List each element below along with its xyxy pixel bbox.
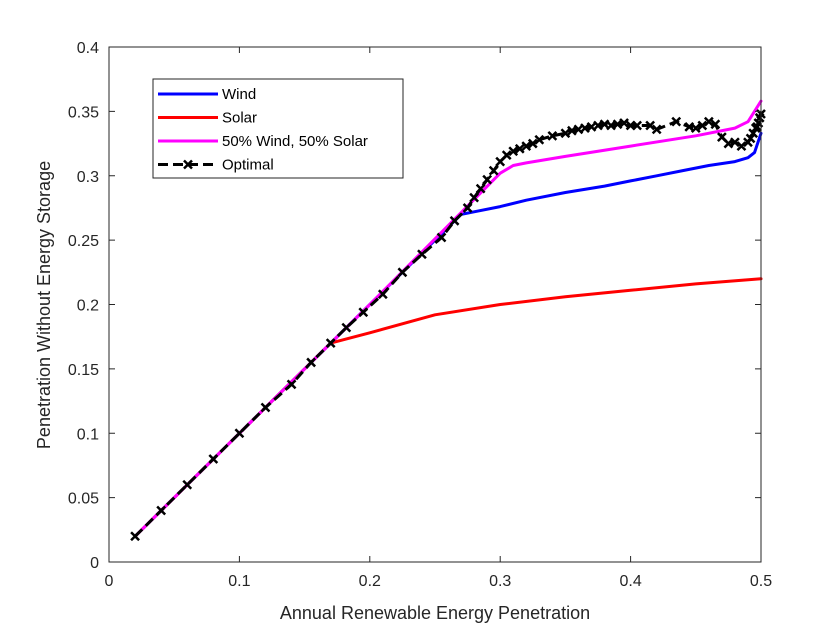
optimal-point-marker [736, 141, 747, 152]
y-tick-label: 0.1 [77, 426, 99, 443]
optimal-point-marker [619, 118, 629, 128]
optimal-point-marker [697, 120, 708, 131]
optimal-point-marker [730, 137, 740, 148]
y-tick-label: 0.35 [68, 104, 99, 121]
optimal-point-marker [482, 174, 493, 185]
x-tick-label: 0.1 [228, 573, 250, 590]
optimal-point-marker [745, 133, 756, 144]
optimal-point-marker [436, 232, 447, 243]
optimal-point-marker [358, 307, 369, 318]
optimal-point-marker [508, 146, 519, 157]
optimal-point-marker [130, 531, 140, 542]
optimal-point-marker [377, 289, 388, 300]
ticks-layer: 0 0.1 0.2 0.3 0.4 0.5 0 0.05 0.1 0.15 0.2 0.25 0.3 0.… [68, 40, 772, 590]
optimal-point-marker [156, 505, 167, 516]
y-tick-label: 0 [90, 555, 99, 572]
optimal-point-marker [632, 120, 643, 131]
x-tick-label: 0 [105, 573, 114, 590]
optimal-point-marker [306, 357, 317, 368]
x-axis-label: Annual Renewable Energy Penetration [280, 603, 590, 623]
optimal-point-marker [488, 165, 499, 176]
optimal-point-marker [234, 428, 245, 439]
optimal-point-marker [645, 120, 656, 131]
optimal-point-marker [397, 267, 408, 278]
y-tick-label: 0.4 [77, 40, 99, 57]
x-tick-label: 0.2 [359, 573, 381, 590]
optimal-point-marker [547, 130, 558, 141]
y-tick-label: 0.3 [77, 169, 99, 186]
optimal-point-marker [710, 119, 721, 130]
optimal-point-marker [651, 124, 662, 135]
optimal-point-marker [475, 183, 486, 194]
optimal-point-marker [748, 128, 759, 139]
optimal-point-marker [449, 215, 460, 226]
optimal-point-marker [417, 249, 427, 260]
x-tick-label: 0.3 [489, 573, 511, 590]
optimal-point-marker [462, 203, 473, 213]
x-tick-label: 0.4 [619, 573, 641, 590]
optimal-point-marker [182, 479, 193, 490]
series-layer [130, 99, 766, 542]
optimal-point-marker [703, 116, 714, 127]
legend-label: Wind [222, 86, 256, 103]
optimal-point-marker [260, 402, 271, 413]
optimal-point-marker [671, 116, 682, 127]
x-tick-label: 0.5 [750, 573, 772, 590]
optimal-point-marker [514, 143, 525, 154]
y-tick-label: 0.05 [68, 491, 99, 508]
legend-marker [183, 159, 193, 170]
optimal-point-marker [527, 138, 538, 149]
optimal-point-marker [286, 379, 297, 390]
optimal-point-marker [690, 123, 701, 133]
optimal-point-marker [341, 322, 352, 333]
y-axis-label: Penetration Without Energy Storage [34, 161, 54, 449]
legend: Wind Solar 50% Wind, 50% Solar Optimal [152, 78, 404, 179]
legend-label: 50% Wind, 50% Solar [222, 133, 368, 150]
y-tick-label: 0.25 [68, 233, 99, 250]
optimal-point-marker [560, 128, 571, 139]
y-tick-label: 0.2 [77, 298, 99, 315]
optimal-point-marker [534, 134, 545, 145]
y-tick-label: 0.15 [68, 362, 99, 379]
optimal-point-marker [501, 150, 512, 161]
legend-label: Solar [222, 110, 257, 127]
optimal-point-marker [208, 454, 219, 464]
optimal-point-marker [325, 338, 336, 349]
optimal-point-marker [469, 192, 480, 203]
legend-label: Optimal [222, 157, 274, 174]
optimal-point-marker [521, 141, 532, 152]
